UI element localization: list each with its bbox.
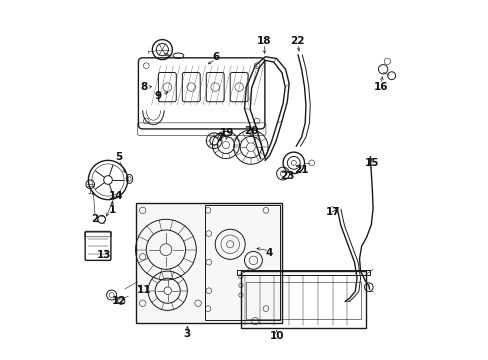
Text: 12: 12 [111, 296, 126, 306]
Text: 7: 7 [215, 133, 223, 143]
Text: 1: 1 [108, 205, 116, 215]
Text: 18: 18 [256, 36, 271, 46]
Text: 13: 13 [97, 250, 111, 260]
Text: 15: 15 [365, 158, 379, 168]
Text: 16: 16 [373, 82, 387, 92]
Bar [246, 282, 360, 319]
Text: 11: 11 [137, 285, 151, 295]
Text: 10: 10 [269, 332, 284, 342]
Text: 3: 3 [183, 329, 191, 339]
Bar [135, 203, 282, 323]
Text: 21: 21 [293, 165, 307, 175]
Text: 22: 22 [289, 36, 304, 46]
Text: 4: 4 [265, 248, 273, 258]
Bar [205, 205, 280, 320]
Bar [236, 270, 369, 275]
Text: 23: 23 [280, 171, 294, 181]
Text: 9: 9 [154, 91, 162, 101]
Text: 8: 8 [140, 82, 147, 92]
Text: 14: 14 [108, 191, 123, 201]
Text: 19: 19 [220, 128, 234, 138]
Text: 6: 6 [212, 52, 219, 62]
Text: 5: 5 [115, 152, 122, 162]
Bar [135, 203, 282, 323]
Text: 17: 17 [325, 207, 340, 217]
Text: 20: 20 [243, 126, 258, 136]
Text: 2: 2 [91, 214, 99, 224]
